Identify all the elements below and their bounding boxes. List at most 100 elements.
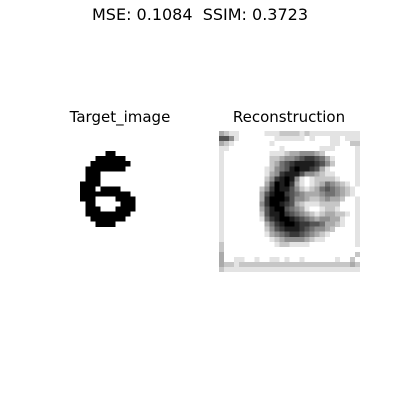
recon-pixel	[274, 196, 280, 202]
recon-pixel	[354, 176, 360, 182]
recon-pixel	[279, 266, 285, 272]
recon-pixel	[299, 261, 305, 268]
recon-pixel	[274, 186, 280, 192]
target-pixel	[125, 206, 131, 212]
recon-pixel	[314, 211, 320, 217]
target-pixel	[105, 211, 111, 217]
recon-pixel	[269, 256, 275, 263]
recon-pixel	[289, 136, 295, 142]
target-pixel	[130, 196, 136, 202]
recon-pixel	[354, 201, 360, 207]
recon-pixel	[279, 241, 285, 247]
recon-pixel	[219, 151, 225, 157]
recon-pixel	[264, 196, 270, 202]
recon-pixel	[304, 201, 310, 207]
recon-pixel	[274, 216, 280, 222]
target-pixel	[95, 206, 101, 212]
recon-pixel	[324, 191, 330, 197]
recon-pixel	[274, 226, 280, 232]
target-pixel	[105, 216, 111, 222]
recon-pixel	[279, 226, 285, 232]
target-pixel	[105, 166, 111, 172]
recon-pixel	[334, 266, 340, 272]
recon-pixel	[269, 216, 275, 222]
target-pixel	[95, 171, 101, 177]
recon-pixel	[259, 186, 265, 192]
recon-pixel	[334, 211, 340, 217]
recon-pixel	[304, 211, 310, 217]
recon-pixel	[224, 261, 230, 268]
recon-pixel	[304, 131, 310, 137]
recon-pixel	[229, 141, 235, 147]
recon-pixel	[294, 221, 300, 227]
target-pixel	[125, 201, 131, 207]
recon-pixel	[314, 266, 320, 272]
recon-pixel	[219, 206, 225, 212]
recon-pixel	[284, 166, 290, 172]
recon-pixel	[304, 236, 310, 242]
recon-pixel	[284, 196, 290, 202]
recon-pixel	[304, 226, 310, 232]
recon-pixel	[229, 136, 235, 142]
recon-pixel	[264, 221, 270, 227]
target-pixel	[115, 216, 121, 222]
recon-pixel	[264, 211, 270, 217]
recon-pixel	[319, 231, 325, 237]
target-pixel	[120, 166, 126, 172]
recon-pixel	[264, 201, 270, 207]
recon-pixel	[219, 181, 225, 187]
recon-pixel	[259, 261, 265, 268]
recon-pixel	[354, 136, 360, 142]
recon-pixel	[269, 156, 275, 162]
recon-pixel	[309, 191, 315, 197]
recon-pixel	[279, 131, 285, 137]
recon-pixel	[279, 161, 285, 167]
recon-pixel	[294, 151, 300, 157]
recon-pixel	[299, 156, 305, 162]
recon-pixel	[254, 261, 260, 268]
recon-pixel	[294, 176, 300, 182]
recon-pixel	[334, 216, 340, 222]
recon-pixel	[294, 201, 300, 207]
target-pixel	[90, 201, 96, 207]
recon-pixel	[314, 261, 320, 268]
recon-pixel	[354, 166, 360, 172]
recon-pixel	[354, 181, 360, 187]
recon-pixel	[324, 216, 330, 222]
target-pixel	[95, 181, 101, 187]
recon-pixel	[354, 206, 360, 212]
recon-pixel	[309, 211, 315, 217]
recon-pixel	[309, 171, 315, 177]
recon-pixel	[344, 211, 351, 217]
recon-pixel	[219, 131, 225, 137]
figure-title: MSE: 0.1084 SSIM: 0.3723	[92, 5, 308, 24]
target-pixel	[95, 156, 101, 162]
recon-pixel	[294, 186, 300, 192]
target-pixel	[125, 191, 131, 197]
recon-pixel	[309, 196, 315, 202]
recon-pixel	[329, 221, 335, 227]
recon-pixel	[314, 161, 320, 167]
recon-pixel	[339, 186, 345, 192]
recon-pixel	[264, 231, 270, 237]
recon-pixel	[354, 221, 360, 227]
recon-pixel	[304, 151, 310, 157]
recon-pixel	[219, 186, 225, 192]
recon-pixel	[319, 211, 325, 217]
target-pixel	[95, 161, 101, 167]
recon-pixel	[339, 196, 345, 202]
recon-pixel	[289, 186, 295, 192]
recon-pixel	[304, 196, 310, 202]
target-pixel	[95, 216, 101, 222]
recon-pixel	[294, 236, 300, 242]
recon-pixel	[279, 151, 285, 157]
recon-pixel	[319, 221, 325, 227]
recon-pixel	[324, 186, 330, 192]
target-pixel	[85, 171, 91, 177]
recon-pixel	[259, 211, 265, 217]
target-pixel	[80, 186, 86, 192]
recon-pixel	[289, 171, 295, 177]
recon-pixel	[354, 131, 360, 137]
recon-pixel	[279, 171, 285, 177]
recon-pixel	[279, 206, 285, 212]
